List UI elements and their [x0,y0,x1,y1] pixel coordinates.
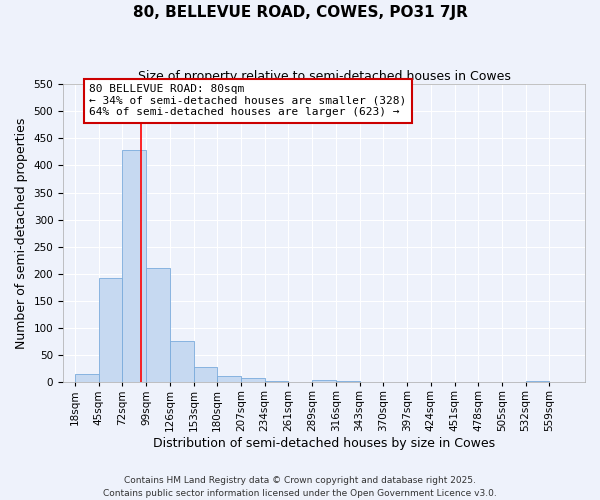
Bar [122,150,146,382]
Text: 80 BELLEVUE ROAD: 80sqm
← 34% of semi-detached houses are smaller (328)
64% of s: 80 BELLEVUE ROAD: 80sqm ← 34% of semi-de… [89,84,406,117]
Bar [194,367,217,382]
Bar [75,374,98,382]
Bar [241,378,265,382]
Bar [217,376,241,382]
Text: Contains HM Land Registry data © Crown copyright and database right 2025.
Contai: Contains HM Land Registry data © Crown c… [103,476,497,498]
Bar [265,380,289,382]
Bar [98,278,122,382]
Title: Size of property relative to semi-detached houses in Cowes: Size of property relative to semi-detach… [137,70,511,83]
Bar [146,268,170,382]
Text: 80, BELLEVUE ROAD, COWES, PO31 7JR: 80, BELLEVUE ROAD, COWES, PO31 7JR [133,5,467,20]
Bar [170,341,194,382]
Bar [312,380,336,382]
X-axis label: Distribution of semi-detached houses by size in Cowes: Distribution of semi-detached houses by … [153,437,495,450]
Y-axis label: Number of semi-detached properties: Number of semi-detached properties [15,118,28,349]
